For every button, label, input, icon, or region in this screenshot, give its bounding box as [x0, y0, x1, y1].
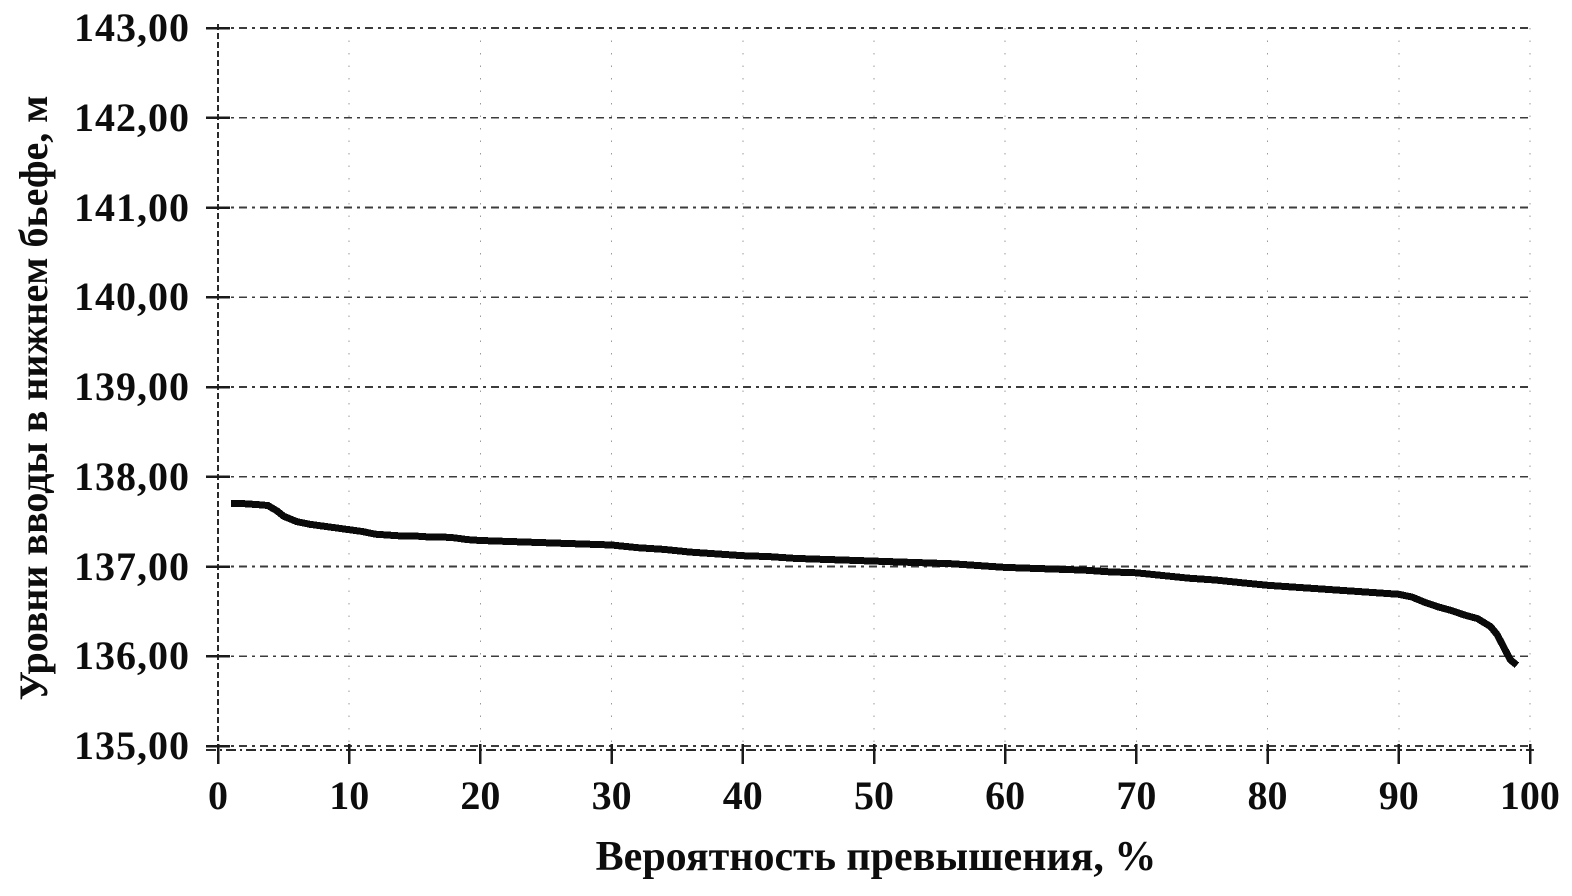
x-tick-label: 10 [329, 773, 370, 818]
y-tick-label: 141,00 [74, 184, 190, 230]
x-tick-label: 20 [460, 773, 501, 818]
data-line [231, 500, 1520, 668]
x-tick-label: 50 [853, 773, 894, 818]
y-axis-title: Уровни вводы в нижнем бьефе, м [11, 95, 56, 701]
x-tick-label: 90 [1378, 773, 1419, 818]
y-axis-tick-labels: 143,00 142,00 141,00 140,00 139,00 138,0… [58, 4, 190, 770]
y-tick-label: 140,00 [74, 274, 190, 320]
x-tick-label: 80 [1247, 773, 1288, 818]
y-tick-label: 143,00 [74, 5, 190, 50]
x-tick-label: 100 [1499, 773, 1560, 818]
x-axis-title: Вероятность превышения, % [595, 834, 1157, 880]
y-tick-label: 139,00 [74, 364, 190, 409]
y-tick-label: 138,00 [74, 453, 190, 499]
y-tick-label: 137,00 [74, 543, 190, 589]
y-tick-label: 136,00 [74, 633, 190, 679]
x-tick-label: 30 [591, 773, 632, 818]
x-tick-label: 70 [1116, 773, 1157, 818]
x-tick-label: 60 [985, 773, 1026, 818]
y-tick-label: 142,00 [74, 94, 190, 140]
x-tick-label: 40 [722, 773, 763, 818]
x-axis-tick-labels: 0 10 20 30 40 50 60 70 80 90 100 [178, 772, 1570, 820]
x-tick-label: 0 [208, 773, 228, 818]
y-tick-label: 135,00 [74, 723, 190, 768]
